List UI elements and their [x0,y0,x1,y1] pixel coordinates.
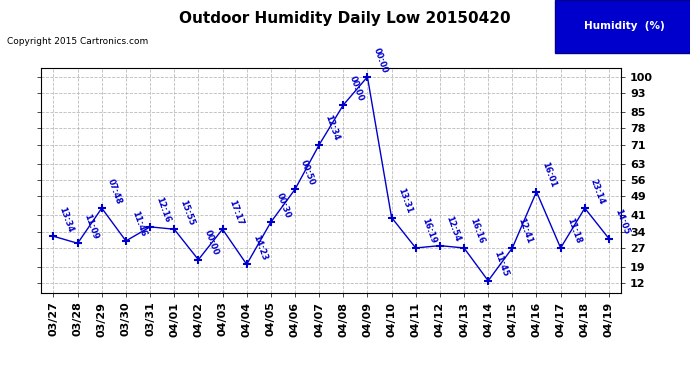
Text: Humidity  (%): Humidity (%) [584,21,665,31]
Text: 12:54: 12:54 [444,214,462,243]
Text: 11:45: 11:45 [493,250,510,278]
Text: 16:01: 16:01 [541,161,558,189]
Text: 00:00: 00:00 [348,74,365,102]
Text: 17:17: 17:17 [227,198,244,226]
Text: 14:23: 14:23 [251,233,268,262]
Text: 16:16: 16:16 [469,217,486,245]
Text: 00:00: 00:00 [372,46,389,74]
Text: 11:46: 11:46 [130,210,148,238]
Text: 13:31: 13:31 [396,187,413,215]
Text: 15:55: 15:55 [179,198,196,226]
Text: 23:14: 23:14 [589,177,607,206]
Text: 12:16: 12:16 [155,196,172,224]
Text: Copyright 2015 Cartronics.com: Copyright 2015 Cartronics.com [7,38,148,46]
Text: 16:19: 16:19 [420,217,437,245]
Text: 13:34: 13:34 [58,206,75,234]
Text: 07:48: 07:48 [106,177,124,206]
Text: 14:05: 14:05 [613,208,631,236]
Text: 11:09: 11:09 [82,212,99,240]
Text: 11:18: 11:18 [565,217,582,245]
Text: 12:41: 12:41 [517,217,534,245]
Text: Outdoor Humidity Daily Low 20150420: Outdoor Humidity Daily Low 20150420 [179,11,511,26]
Text: 00:50: 00:50 [299,159,317,187]
Text: 00:30: 00:30 [275,192,293,219]
Text: 00:00: 00:00 [203,229,220,257]
Text: 12:34: 12:34 [324,114,341,142]
